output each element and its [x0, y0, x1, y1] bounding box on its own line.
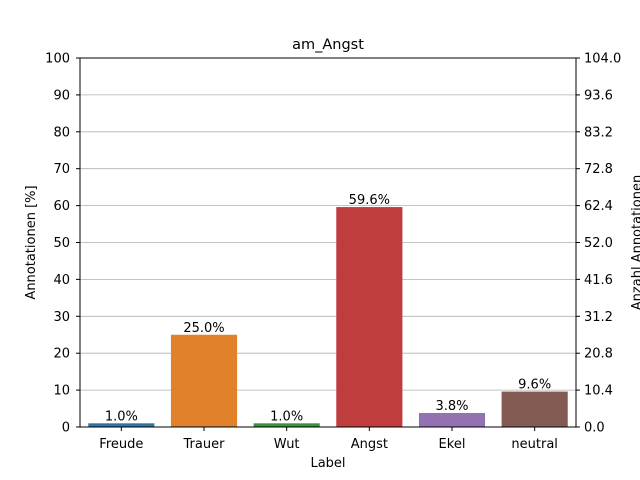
bar-freude: [88, 423, 155, 427]
bar-value-labels: 1.0% 25.0% 1.0% 59.6% 3.8% 9.6%: [105, 193, 551, 424]
y-tick-label-left: 70: [53, 162, 70, 177]
x-tick-label: Angst: [351, 437, 388, 452]
bars: [88, 207, 568, 427]
y-tick-label-right: 10.4: [584, 384, 613, 399]
y-axis-title-left: Annotationen [%]: [24, 185, 39, 299]
x-tick-label: Freude: [99, 437, 143, 452]
bar-value-label: 3.8%: [435, 399, 468, 414]
bar-value-label: 9.6%: [518, 378, 551, 393]
y-tick-label-right: 93.6: [584, 88, 613, 103]
chart-title: am_Angst: [292, 37, 364, 53]
y-tick-label-left: 100: [45, 52, 70, 67]
bar-value-label: 25.0%: [183, 321, 224, 336]
y-tick-label-right: 0.0: [584, 421, 605, 436]
bar-neutral: [501, 391, 568, 427]
y-tick-label-right: 20.8: [584, 347, 613, 362]
y-axis-title-right: Anzahl Annotationen: [630, 175, 640, 310]
y-tick-label-right: 31.2: [584, 310, 613, 325]
y-tick-label-left: 60: [53, 199, 70, 214]
y-tick-label-right: 41.6: [584, 273, 613, 288]
bar-angst: [336, 207, 403, 427]
y-tick-label-left: 30: [53, 310, 70, 325]
left-y-axis: 0 10 20 30 40 50 60 70 80 90 100: [45, 52, 80, 436]
y-tick-label-left: 80: [53, 125, 70, 140]
x-tick-label: Wut: [274, 437, 300, 452]
y-tick-label-right: 83.2: [584, 125, 613, 140]
x-tick-label: Ekel: [439, 437, 466, 452]
right-y-axis: 0.0 10.4 20.8 31.2 41.6 52.0 62.4 72.8 83.2 93.6 1…: [576, 52, 621, 436]
bar-value-label: 1.0%: [105, 409, 138, 424]
x-axis: Freude Trauer Wut Angst Ekel neutral: [99, 427, 558, 452]
grid-lines: [80, 94, 576, 391]
y-tick-label-left: 10: [53, 384, 70, 399]
bar-trauer: [170, 334, 238, 427]
bar-wut: [253, 423, 320, 427]
x-tick-label: neutral: [511, 437, 558, 452]
bar-ekel: [418, 412, 486, 427]
y-tick-label-right: 62.4: [584, 199, 613, 214]
y-tick-label-left: 90: [53, 88, 70, 103]
x-tick-label: Trauer: [183, 437, 226, 452]
y-tick-label-right: 104.0: [584, 52, 621, 67]
y-tick-label-right: 52.0: [584, 236, 613, 251]
y-tick-label-left: 20: [53, 347, 70, 362]
bar-value-label: 1.0%: [270, 409, 303, 424]
y-tick-label-left: 0: [62, 421, 70, 436]
x-axis-title: Label: [310, 456, 345, 471]
y-tick-label-left: 40: [53, 273, 70, 288]
y-tick-label-left: 50: [53, 236, 70, 251]
bar-value-label: 59.6%: [349, 193, 390, 208]
y-tick-label-right: 72.8: [584, 162, 613, 177]
